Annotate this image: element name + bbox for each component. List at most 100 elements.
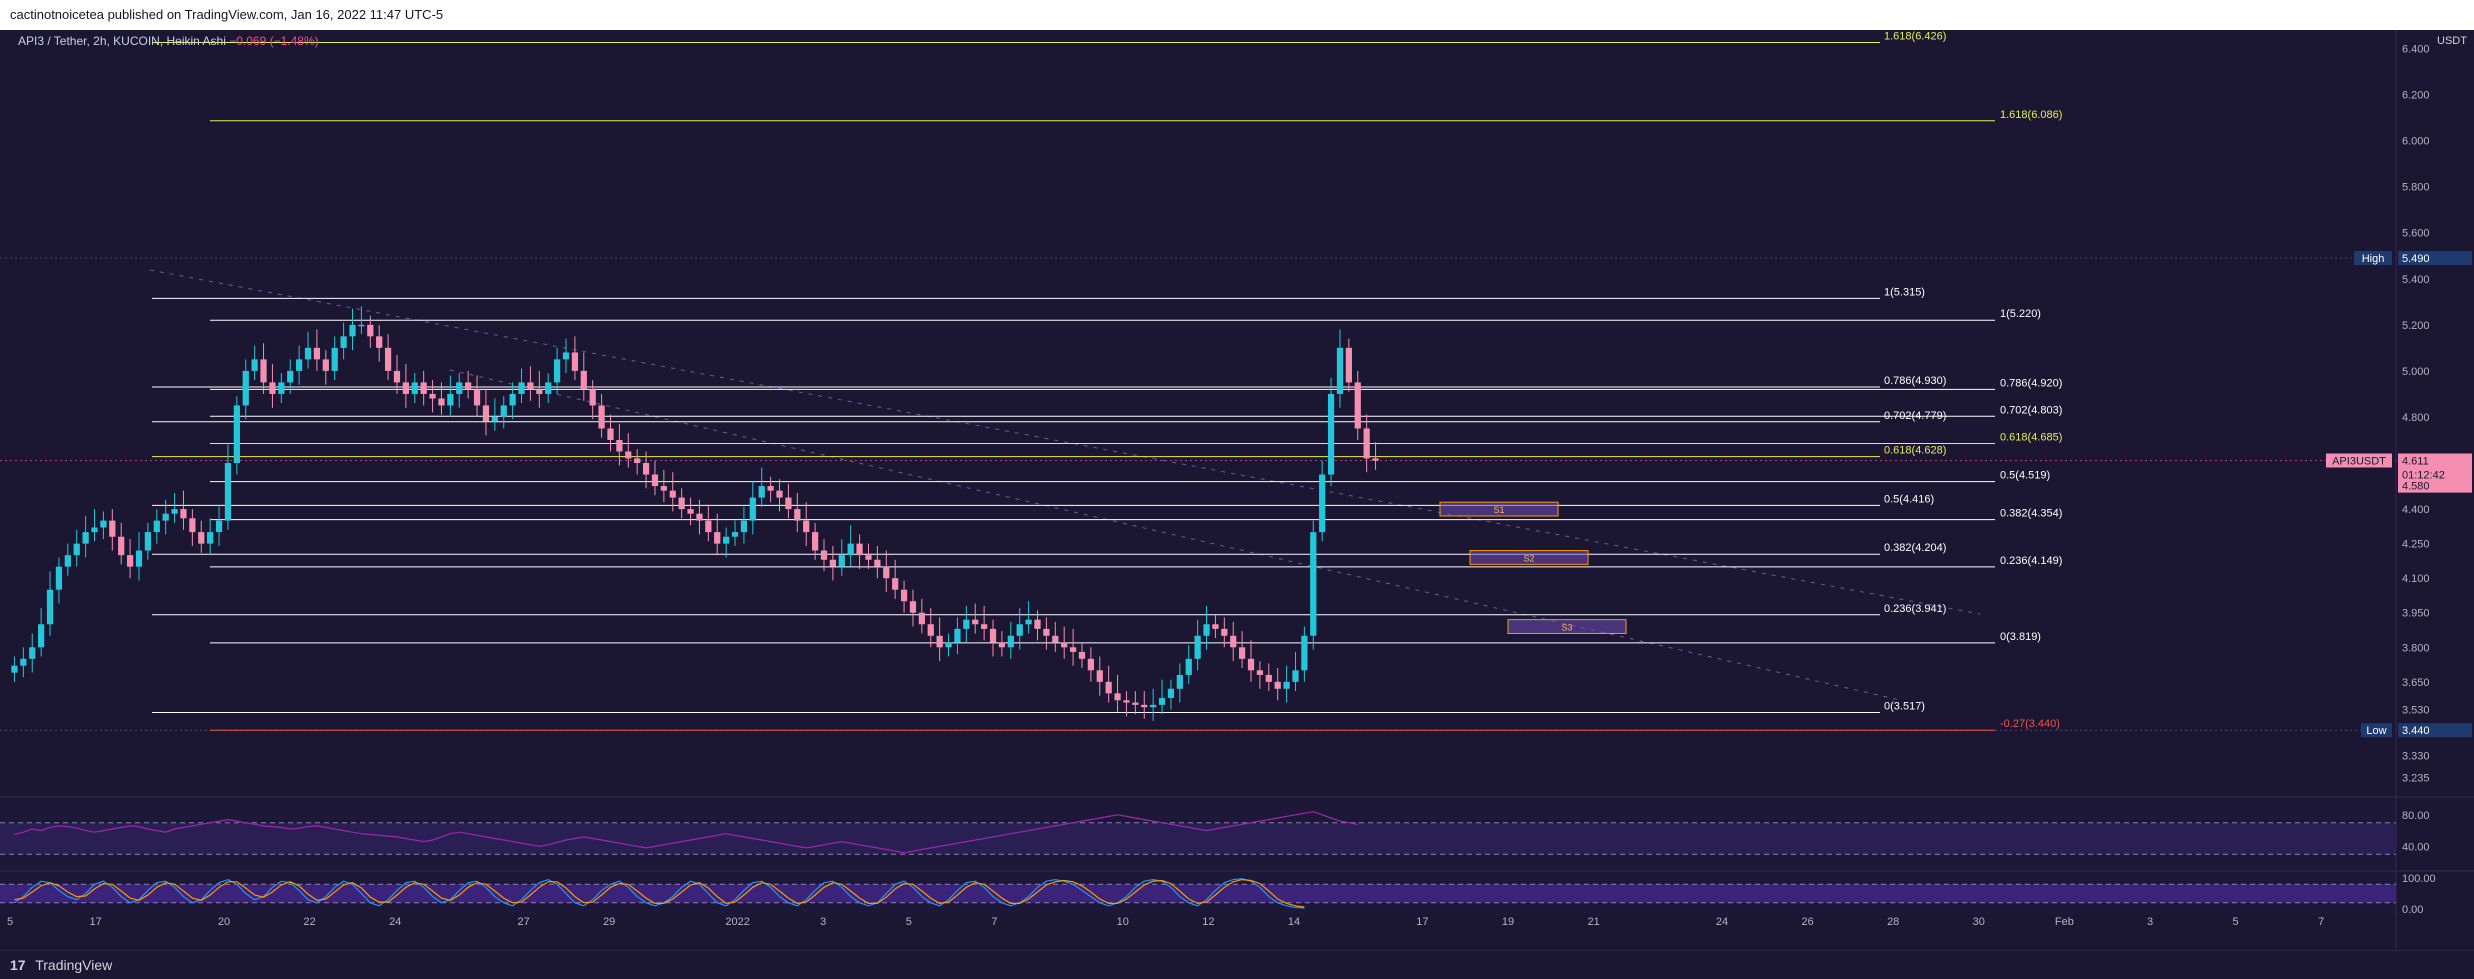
candle-body — [874, 559, 881, 567]
candle-body — [927, 624, 934, 636]
price-marker-value: 5.490 — [2402, 253, 2430, 265]
candle-body — [981, 624, 988, 629]
candle-body — [438, 398, 445, 406]
brand-text[interactable]: TradingView — [35, 957, 113, 973]
candle-body — [1043, 628, 1050, 636]
candle-body — [233, 405, 240, 464]
y-tick-label: 4.800 — [2402, 412, 2430, 424]
fib-label-a: 1.618(6.426) — [1884, 30, 1946, 42]
x-tick-label: 12 — [1202, 916, 1214, 928]
fib-label-b: 0.382(4.354) — [2000, 508, 2062, 520]
trend-line — [149, 269, 1981, 615]
price-marker-tag — [2326, 453, 2392, 468]
candle-body — [1016, 624, 1023, 636]
candle-body — [669, 490, 676, 498]
candle-body — [1194, 635, 1201, 659]
candle-body — [153, 520, 160, 533]
price-marker-tag — [2354, 251, 2392, 266]
candle-body — [393, 370, 401, 383]
candle-body — [1158, 697, 1166, 705]
candle-body — [536, 389, 543, 394]
candle-body — [562, 352, 570, 360]
candle-body — [918, 612, 925, 625]
candle-body — [38, 624, 45, 648]
candle-body — [500, 405, 507, 417]
candle-body — [1078, 651, 1086, 659]
x-tick-label: 22 — [303, 916, 315, 928]
x-tick-label: 30 — [1973, 916, 1985, 928]
candle-body — [740, 520, 748, 533]
y-tick-label: 3.235 — [2402, 772, 2430, 784]
x-tick-label: Feb — [2055, 916, 2074, 928]
candle-body — [1185, 658, 1192, 675]
chart-area[interactable]: USDT 6.400 6.200 6.000 5.800 5.600 5.400 5.200 5… — [0, 30, 2474, 950]
candle-body — [340, 336, 347, 348]
candle-body — [1345, 347, 1352, 383]
x-tick-label: 3 — [2147, 916, 2153, 928]
candle-body — [1176, 674, 1183, 689]
candle-body — [331, 347, 338, 371]
candle-body — [811, 532, 819, 551]
price-chart[interactable]: USDT 6.400 6.200 6.000 5.800 5.600 5.400 5.200 5… — [0, 30, 2474, 950]
y-tick-label: 3.950 — [2402, 608, 2430, 620]
footer-bar: 17 TradingView — [0, 950, 2474, 979]
candle-body — [1096, 670, 1103, 682]
fib-label-b: 0.786(4.920) — [2000, 377, 2062, 389]
candle-body — [1301, 635, 1308, 671]
fib-label-a: 1(5.315) — [1884, 286, 1925, 298]
candle-body — [527, 382, 534, 390]
x-tick-label: 19 — [1502, 916, 1514, 928]
candle-body — [215, 520, 223, 533]
y-tick-label: 5.000 — [2402, 366, 2430, 378]
price-marker-box — [2398, 453, 2472, 484]
tradingview-logo-icon[interactable]: 17 — [10, 957, 26, 973]
candle-body — [429, 393, 436, 399]
candle-body — [625, 451, 632, 459]
candle-body — [367, 324, 374, 337]
candle-body — [589, 389, 596, 406]
candle-body — [1238, 647, 1246, 659]
candle-body — [660, 486, 667, 491]
candle-body — [304, 347, 312, 360]
candle-body — [687, 509, 694, 514]
candle-body — [580, 370, 587, 390]
candle-body — [509, 393, 516, 406]
zone-label: S1 — [1493, 505, 1504, 515]
candle-body — [144, 532, 152, 551]
fib-label-b: -0.27(3.440) — [2000, 718, 2060, 730]
fib-label-a: 0.5(4.416) — [1884, 493, 1934, 505]
price-marker-value: 4.611 — [2402, 455, 2429, 467]
zone-label: S3 — [1561, 623, 1572, 633]
candle-body — [180, 509, 187, 519]
candle-body — [598, 405, 605, 429]
price-marker-name: API3USDT — [2332, 455, 2386, 467]
fib-label-b: 0(3.819) — [2000, 631, 2041, 643]
published-text: cactinotnoicetea published on TradingVie… — [10, 7, 444, 22]
candle-body — [1372, 458, 1379, 461]
candle-body — [91, 527, 98, 533]
candle-body — [1132, 702, 1139, 705]
candle-body — [1221, 628, 1228, 636]
candle-body — [731, 532, 739, 537]
candle-body — [313, 347, 321, 360]
candle-body — [1292, 670, 1299, 682]
price-marker-box — [2398, 251, 2472, 266]
x-tick-label: 5 — [2233, 916, 2239, 928]
candle-body — [1212, 624, 1219, 629]
candle-body — [162, 513, 169, 521]
candle-body — [20, 658, 27, 666]
x-tick-label: 17 — [1416, 916, 1428, 928]
candle-body — [1247, 658, 1255, 671]
candle-body — [1087, 658, 1094, 671]
candle-body — [571, 352, 579, 371]
x-tick-label: 5 — [7, 916, 13, 928]
candle-body — [100, 520, 107, 528]
x-tick-label: 27 — [517, 916, 529, 928]
candle-body — [465, 382, 472, 390]
candle-body — [171, 509, 178, 514]
candle-body — [936, 635, 943, 648]
y-tick-label: 6.000 — [2402, 136, 2430, 148]
y-tick-label: 6.200 — [2402, 89, 2430, 101]
candle-body — [829, 559, 837, 567]
candle-body — [865, 555, 872, 560]
